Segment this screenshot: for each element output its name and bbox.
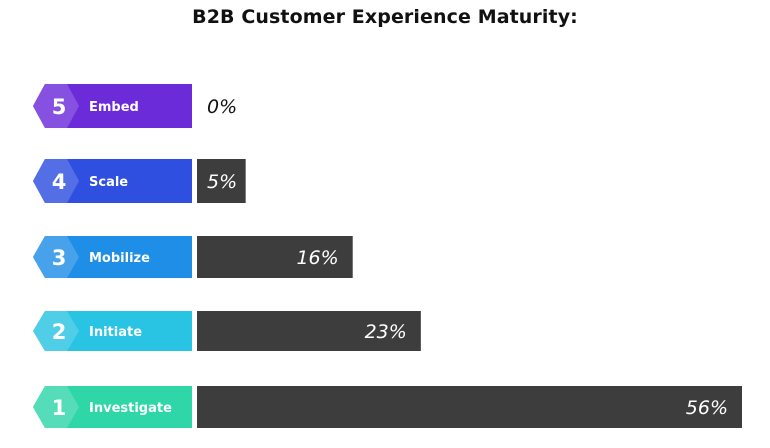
level-label-embed: Embed (89, 100, 139, 115)
bar-scale (197, 159, 246, 203)
level-label-mobilize: Mobilize (89, 251, 150, 266)
value-label-initiate: 23% (365, 321, 407, 343)
row-mobilize: 3 Mobilize 16% (33, 236, 353, 278)
level-chevron-investigate (33, 386, 79, 428)
row-embed: 5 Embed 0% (33, 84, 237, 128)
level-chevron-embed (33, 84, 79, 128)
level-number-investigate: 1 (52, 396, 67, 420)
level-label-investigate: Investigate (89, 401, 172, 416)
bar-initiate (197, 311, 421, 351)
row-scale: 4 Scale 5% (33, 159, 246, 203)
level-label-scale: Scale (89, 175, 128, 190)
value-label-investigate: 56% (686, 397, 728, 419)
chart-title: B2B Customer Experience Maturity: (192, 6, 578, 28)
level-number-mobilize: 3 (52, 246, 67, 270)
level-chevron-scale (33, 159, 79, 203)
bar-mobilize (197, 236, 353, 278)
value-label-mobilize: 16% (296, 247, 338, 269)
level-label-initiate: Initiate (89, 325, 142, 340)
value-label-scale: 5% (207, 171, 237, 193)
bar-investigate (197, 386, 742, 428)
level-chevron-mobilize (33, 236, 79, 278)
level-number-initiate: 2 (52, 320, 67, 344)
row-initiate: 2 Initiate 23% (33, 311, 421, 351)
row-investigate: 1 Investigate 56% (33, 386, 742, 428)
level-number-scale: 4 (52, 170, 67, 194)
level-chevron-initiate (33, 311, 79, 351)
level-number-embed: 5 (52, 95, 67, 119)
value-label-embed: 0% (207, 96, 237, 118)
